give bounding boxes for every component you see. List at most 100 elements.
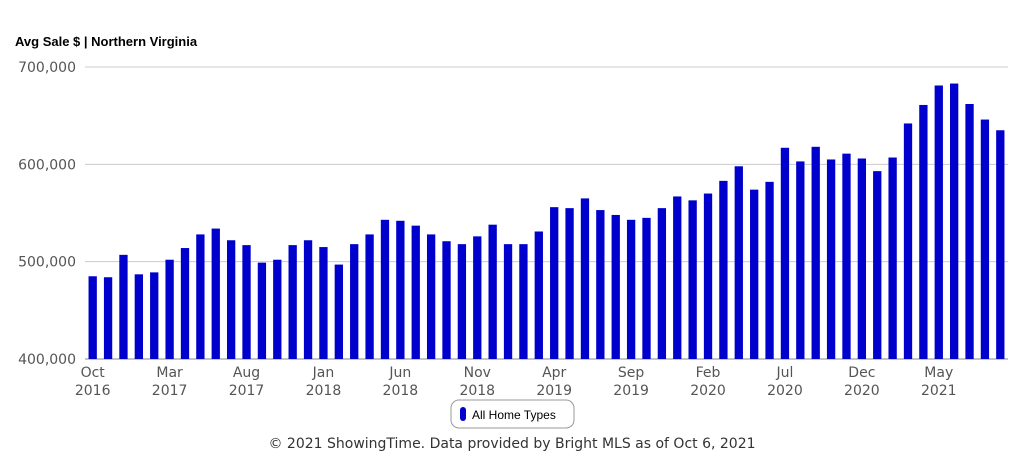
bar (365, 234, 374, 359)
bar (565, 208, 574, 359)
x-tick-label: Jun 2018 (383, 365, 419, 399)
bar (750, 189, 759, 359)
y-tick-label: 500,000 (18, 255, 76, 271)
legend-box (450, 399, 575, 429)
bar (765, 181, 774, 359)
bar (903, 123, 913, 359)
bar (226, 240, 236, 359)
bar (134, 274, 143, 359)
x-tick-label-line: 2020 (767, 383, 803, 399)
x-tick-label: Sep 2019 (613, 365, 649, 399)
x-tick-label-line: 2019 (613, 383, 649, 399)
bar (242, 245, 251, 359)
bar (119, 254, 128, 359)
x-tick-label: Jan 2018 (306, 365, 342, 399)
bar (442, 241, 451, 359)
x-tick-label: Apr 2019 (536, 365, 572, 399)
bar (688, 200, 697, 359)
bar (273, 259, 282, 359)
bar (396, 220, 405, 359)
bar (534, 231, 543, 359)
x-tick-label-line: Feb (696, 365, 721, 381)
bar (919, 104, 928, 360)
bar (719, 180, 728, 359)
legend-label: All Home Types (472, 408, 556, 422)
x-tick-label: Nov 2018 (459, 365, 495, 399)
x-tick-label-line: Jun (388, 365, 411, 381)
y-tick-label: 700,000 (18, 60, 76, 76)
bar (596, 210, 605, 359)
y-tick-label: 600,000 (18, 157, 76, 173)
x-tick-label: Aug 2017 (229, 365, 265, 399)
y-tick-label: 400,000 (18, 352, 76, 368)
bar (934, 85, 943, 359)
x-tick-label-line: 2019 (536, 383, 572, 399)
x-tick-label-line: 2020 (844, 383, 880, 399)
bar (196, 234, 205, 359)
x-tick-label-line: Dec (848, 365, 875, 381)
bar (980, 119, 990, 359)
bar (288, 245, 297, 359)
bar (334, 264, 343, 359)
bar (996, 130, 1005, 359)
bar (165, 259, 174, 359)
bar (319, 247, 328, 359)
bar (303, 240, 313, 359)
bar (611, 214, 620, 359)
bar (457, 244, 467, 359)
x-tick-label-line: Mar (156, 365, 183, 381)
bar (950, 83, 959, 360)
bar (826, 159, 836, 359)
x-tick-label-line: 2018 (306, 383, 342, 399)
x-tick-label-line: 2020 (690, 383, 726, 399)
x-tick-label-line: Jul (775, 365, 793, 381)
x-tick-label-line: Apr (542, 365, 566, 381)
bar (657, 208, 667, 359)
bar (842, 153, 851, 359)
x-tick-label-line: 2018 (459, 383, 495, 399)
bar (580, 198, 590, 359)
x-tick-label-line: Sep (618, 365, 645, 381)
bar (350, 244, 359, 359)
x-tick-label-line: 2017 (229, 383, 265, 399)
bar (965, 103, 974, 359)
x-tick-label-line: Nov (464, 365, 491, 381)
x-tick-label: Mar 2017 (152, 365, 188, 399)
x-tick-label-line: Aug (233, 365, 260, 381)
bar (180, 248, 190, 359)
x-tick-label: Feb 2020 (690, 365, 726, 399)
bar (473, 236, 482, 359)
x-tick-label: Dec 2020 (844, 365, 880, 399)
bar (857, 158, 867, 359)
x-tick-label-line: 2018 (383, 383, 419, 399)
bar (626, 219, 636, 359)
bar (642, 217, 651, 359)
bar (380, 219, 390, 359)
bar (734, 166, 743, 359)
bar (873, 171, 882, 359)
bar (503, 244, 513, 359)
bar (426, 234, 436, 359)
bar (703, 193, 713, 359)
bar (519, 244, 528, 359)
bar (811, 146, 820, 359)
x-tick-label-line: 2021 (921, 383, 957, 399)
chart-title: Avg Sale $ | Northern Virginia (15, 34, 198, 49)
bar (150, 272, 159, 359)
bar (411, 225, 420, 359)
bar (488, 224, 497, 359)
x-tick-label: Jul 2020 (767, 365, 803, 399)
bar (103, 277, 113, 359)
x-tick-label: Oct 2016 (75, 365, 111, 399)
bar (550, 207, 559, 359)
bar (211, 228, 220, 359)
x-tick-label: May 2021 (921, 365, 957, 399)
bar (888, 157, 897, 359)
bar (780, 147, 790, 359)
bar (796, 161, 805, 359)
x-tick-label-line: May (924, 365, 953, 381)
bar (673, 196, 682, 359)
x-tick-label-line: Jan (312, 365, 335, 381)
bar (88, 276, 97, 359)
